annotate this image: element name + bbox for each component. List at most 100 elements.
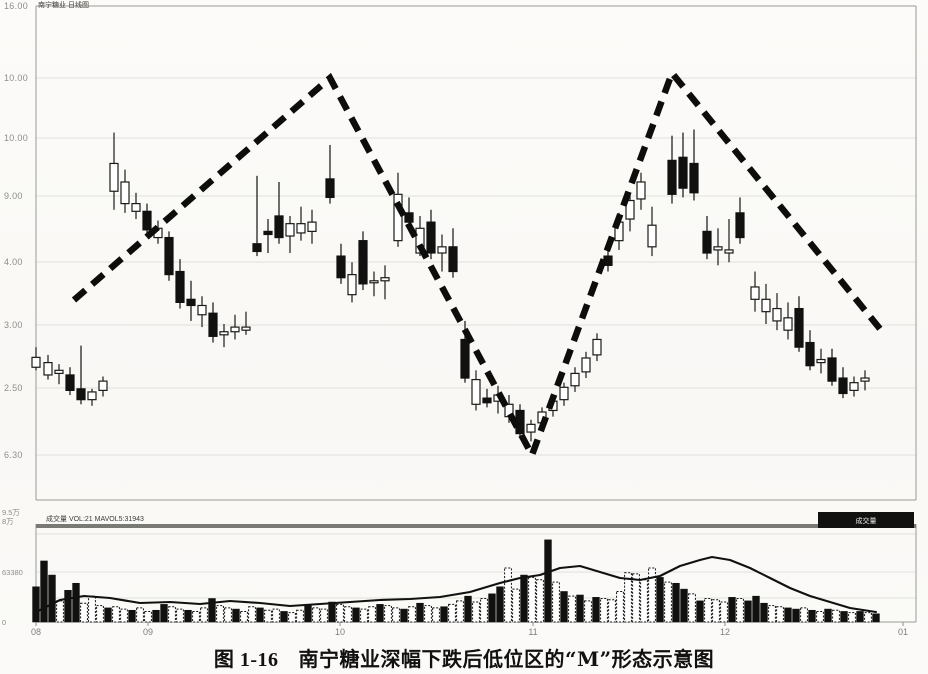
volume-bar[interactable] bbox=[672, 582, 680, 623]
volume-bar[interactable] bbox=[288, 612, 296, 623]
volume-bar[interactable] bbox=[760, 602, 768, 623]
volume-bar[interactable] bbox=[488, 593, 496, 623]
volume-bar[interactable] bbox=[752, 595, 760, 623]
volume-bar[interactable] bbox=[352, 607, 360, 623]
volume-bar[interactable] bbox=[496, 586, 504, 623]
volume-bar[interactable] bbox=[408, 606, 416, 623]
volume-bar[interactable] bbox=[40, 560, 48, 623]
volume-bar[interactable] bbox=[472, 601, 480, 623]
candlestick[interactable] bbox=[794, 296, 804, 352]
volume-bar[interactable] bbox=[216, 605, 224, 623]
volume-badge[interactable] bbox=[818, 512, 914, 528]
candlestick[interactable] bbox=[647, 206, 657, 257]
volume-bar[interactable] bbox=[136, 607, 144, 623]
volume-bar[interactable] bbox=[88, 595, 96, 623]
volume-bar[interactable] bbox=[280, 611, 288, 623]
volume-bar[interactable] bbox=[648, 567, 656, 623]
candlestick[interactable] bbox=[43, 354, 53, 380]
volume-bar[interactable] bbox=[184, 609, 192, 623]
volume-bar[interactable] bbox=[584, 600, 592, 623]
volume-bar[interactable] bbox=[240, 610, 248, 623]
volume-bar[interactable] bbox=[688, 593, 696, 623]
candlestick[interactable] bbox=[860, 370, 870, 391]
volume-bar[interactable] bbox=[792, 608, 800, 623]
volume-bar[interactable] bbox=[528, 576, 536, 623]
volume-bar[interactable] bbox=[56, 600, 64, 623]
candlestick[interactable] bbox=[838, 367, 848, 399]
candlestick[interactable] bbox=[805, 330, 815, 371]
volume-bar[interactable] bbox=[608, 599, 616, 623]
volume-bar[interactable] bbox=[224, 607, 232, 623]
volume-bar[interactable] bbox=[32, 586, 40, 623]
volume-bar-series[interactable] bbox=[32, 539, 880, 623]
volume-bar[interactable] bbox=[480, 598, 488, 623]
volume-bar[interactable] bbox=[600, 598, 608, 623]
candlestick[interactable] bbox=[307, 209, 317, 244]
volume-bar[interactable] bbox=[728, 597, 736, 623]
candlestick[interactable] bbox=[559, 382, 569, 406]
volume-bar[interactable] bbox=[832, 609, 840, 623]
candlestick[interactable] bbox=[724, 219, 734, 263]
volume-bar[interactable] bbox=[456, 600, 464, 623]
candlestick[interactable] bbox=[336, 243, 346, 284]
candlestick[interactable] bbox=[380, 265, 390, 300]
volume-bar[interactable] bbox=[632, 573, 640, 623]
volume-bar[interactable] bbox=[296, 609, 304, 623]
volume-bar[interactable] bbox=[128, 609, 136, 623]
volume-bar[interactable] bbox=[568, 595, 576, 623]
candlestick[interactable] bbox=[581, 351, 591, 379]
volume-bar[interactable] bbox=[96, 605, 104, 623]
candlestick[interactable] bbox=[219, 324, 229, 348]
volume-bar[interactable] bbox=[776, 606, 784, 623]
volume-bar[interactable] bbox=[192, 610, 200, 623]
volume-bar[interactable] bbox=[696, 600, 704, 623]
volume-bar[interactable] bbox=[120, 608, 128, 623]
volume-bar[interactable] bbox=[232, 608, 240, 623]
volume-bar[interactable] bbox=[272, 608, 280, 623]
volume-bar[interactable] bbox=[304, 605, 312, 623]
candlestick[interactable] bbox=[54, 364, 64, 385]
candlestick[interactable] bbox=[65, 367, 75, 396]
candlestick[interactable] bbox=[296, 206, 306, 241]
candlestick[interactable] bbox=[426, 209, 436, 260]
candlestick[interactable] bbox=[252, 175, 262, 257]
volume-bar[interactable] bbox=[464, 595, 472, 623]
candlestick[interactable] bbox=[142, 203, 152, 235]
volume-bar[interactable] bbox=[808, 609, 816, 623]
candlestick[interactable] bbox=[120, 169, 130, 213]
candlestick[interactable] bbox=[816, 348, 826, 374]
candlestick-series[interactable] bbox=[31, 129, 870, 442]
candlestick[interactable] bbox=[197, 296, 207, 328]
volume-bar[interactable] bbox=[160, 604, 168, 623]
candlestick[interactable] bbox=[274, 181, 284, 244]
volume-bar[interactable] bbox=[536, 579, 544, 623]
volume-bar[interactable] bbox=[336, 603, 344, 623]
volume-bar[interactable] bbox=[264, 609, 272, 623]
candlestick[interactable] bbox=[230, 314, 240, 340]
volume-bar[interactable] bbox=[712, 599, 720, 623]
volume-bar[interactable] bbox=[384, 605, 392, 623]
volume-bar[interactable] bbox=[72, 582, 80, 623]
volume-bar[interactable] bbox=[840, 611, 848, 623]
volume-bar[interactable] bbox=[368, 606, 376, 623]
volume-bar[interactable] bbox=[640, 579, 648, 623]
volume-bar[interactable] bbox=[424, 605, 432, 623]
volume-bar[interactable] bbox=[312, 607, 320, 623]
volume-bar[interactable] bbox=[168, 606, 176, 623]
volume-bar[interactable] bbox=[440, 606, 448, 623]
volume-bar[interactable] bbox=[328, 601, 336, 623]
volume-bar[interactable] bbox=[512, 588, 520, 623]
candlestick[interactable] bbox=[437, 234, 447, 272]
candlestick[interactable] bbox=[186, 280, 196, 321]
volume-bar[interactable] bbox=[872, 613, 880, 623]
candlestick[interactable] bbox=[772, 293, 782, 331]
volume-bar[interactable] bbox=[112, 606, 120, 623]
volume-bar[interactable] bbox=[560, 591, 568, 623]
candlestick[interactable] bbox=[358, 231, 368, 291]
volume-bar[interactable] bbox=[400, 608, 408, 623]
candlestick[interactable] bbox=[98, 376, 108, 397]
candlestick[interactable] bbox=[241, 311, 251, 335]
candlestick[interactable] bbox=[325, 144, 335, 204]
volume-bar[interactable] bbox=[392, 607, 400, 623]
candlestick[interactable] bbox=[689, 129, 699, 201]
